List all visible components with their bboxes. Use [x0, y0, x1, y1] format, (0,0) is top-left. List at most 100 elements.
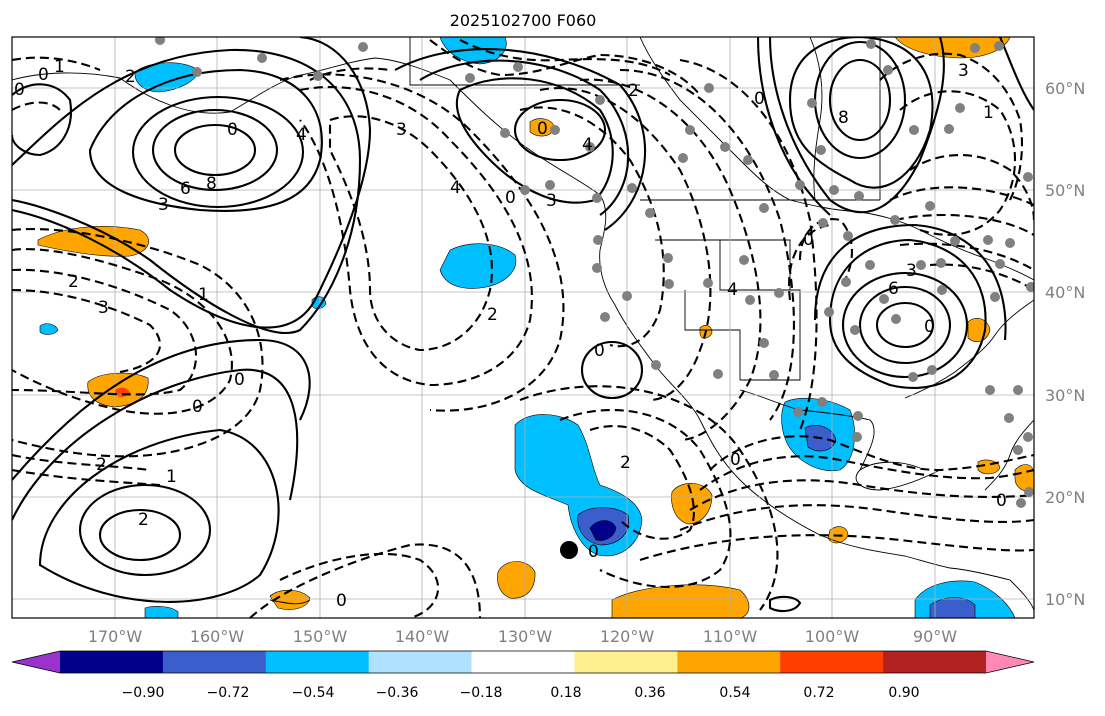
contour-label: 0 — [803, 230, 814, 250]
plot-area: 0 1 2 0 8 6 3 4 2 3 1 0 0 2 1 2 3 4 0 3 … — [12, 37, 1034, 618]
colorbar-segment — [677, 651, 781, 673]
contour-label: 0 — [14, 80, 25, 100]
contour-label: 3 — [158, 195, 169, 215]
contour-label: 1 — [166, 467, 177, 487]
contours-negative — [12, 39, 1034, 618]
shading-layer — [37, 37, 1034, 618]
colorbar-tick-label: −0.18 — [460, 685, 503, 701]
colorbar-tick-label: 0.54 — [719, 685, 750, 701]
shade-neg-5 — [439, 37, 507, 65]
colorbar-tick-label: −0.36 — [376, 685, 419, 701]
contour-label: 6 — [888, 279, 899, 299]
contour-label: 0 — [234, 370, 245, 390]
plot-frame — [11, 36, 1035, 619]
station-markers — [155, 37, 1034, 508]
shade-pos-4 — [497, 561, 536, 599]
shade-neg-11 — [144, 606, 179, 618]
contour-label: 2 — [68, 272, 79, 292]
lat-label: 50°N — [1045, 181, 1085, 200]
contour-label: 6 — [180, 179, 191, 199]
coastlines — [12, 37, 1034, 611]
colorbar-tick-label: 0.90 — [888, 685, 919, 701]
contour-label: 8 — [838, 108, 849, 128]
colorbar-tick-label: 0.18 — [550, 685, 581, 701]
colorbar-extend-high — [986, 651, 1034, 673]
contour-label: 4 — [727, 280, 738, 300]
lat-label: 60°N — [1045, 79, 1085, 98]
lon-label: 150°W — [293, 627, 348, 646]
contour-label: 3 — [958, 61, 969, 81]
colorbar-segment — [265, 651, 370, 673]
contour-label: 2 — [628, 81, 639, 101]
colorbar-extend-low — [12, 651, 60, 673]
colorbar-tick-label: −0.90 — [122, 685, 165, 701]
colorbar-segment — [780, 651, 884, 673]
lon-label: 110°W — [703, 627, 758, 646]
contour-label: 0 — [588, 542, 599, 562]
shade-neg-6 — [134, 62, 199, 93]
contour-label: 4 — [296, 125, 307, 145]
contour-label: 0 — [505, 188, 516, 208]
contour-label: 0 — [336, 591, 347, 611]
contour-label: 1 — [983, 103, 994, 123]
storm-center-marker — [560, 541, 578, 559]
contour-label: 8 — [206, 174, 217, 194]
lat-label: 20°N — [1045, 488, 1085, 507]
shade-neg-3 — [589, 520, 617, 541]
contour-label: 0 — [38, 65, 49, 85]
colorbar-segment — [883, 651, 987, 673]
colorbar-tick-label: 0.72 — [803, 685, 834, 701]
contour-label: 2 — [620, 453, 631, 473]
shade-pos-7 — [894, 37, 1011, 59]
colorbar-segment — [471, 651, 575, 673]
contour-label: 2 — [96, 455, 107, 475]
contour-label: 0 — [730, 450, 741, 470]
lat-label: 30°N — [1045, 386, 1085, 405]
map-title: 2025102700 F060 — [450, 11, 597, 30]
colorbar-segment — [60, 651, 164, 673]
lat-label: 10°N — [1045, 590, 1085, 609]
contour-label: 0 — [537, 119, 548, 139]
contour-label: 0 — [192, 397, 203, 417]
contour-label: 1 — [54, 57, 65, 77]
shade-pos-6 — [269, 589, 311, 610]
lat-label: 40°N — [1045, 283, 1085, 302]
lon-label: 140°W — [395, 627, 450, 646]
lon-label: 170°W — [88, 627, 143, 646]
contour-label: 3 — [906, 261, 917, 281]
contour-label: 0 — [594, 341, 605, 361]
colorbar-segment — [368, 651, 473, 673]
longitude-labels: 170°W 160°W 150°W 140°W 130°W 120°W 110°… — [88, 627, 957, 646]
contour-label: 0 — [996, 491, 1007, 511]
lon-label: 100°W — [805, 627, 860, 646]
colorbar-segment — [574, 651, 678, 673]
colorbar-ticks: −0.90 −0.72 −0.54 −0.36 −0.18 0.18 0.36 … — [122, 685, 920, 701]
lon-label: 130°W — [498, 627, 553, 646]
contour-label: 3 — [98, 298, 109, 318]
contour-label: 4 — [582, 135, 593, 155]
colorbar — [11, 650, 1035, 674]
contour-label: 0 — [754, 89, 765, 109]
colorbar-tick-label: 0.36 — [634, 685, 665, 701]
contour-label: 2 — [125, 67, 136, 87]
contour-label: 2 — [138, 510, 149, 530]
colorbar-tick-label: −0.72 — [207, 685, 250, 701]
shade-pos-5 — [671, 483, 713, 525]
colorbar-outline — [11, 650, 1035, 674]
contour-labels: 0 1 2 0 8 6 3 4 2 3 1 0 0 2 1 2 3 4 0 3 … — [14, 57, 1007, 611]
contour-label: 3 — [546, 191, 557, 211]
shade-neg-12 — [39, 323, 59, 335]
contour-label: 0 — [227, 120, 238, 140]
contour-label: 1 — [198, 285, 209, 305]
contour-label: 2 — [487, 305, 498, 325]
contours-positive — [12, 37, 1034, 613]
lon-label: 160°W — [190, 627, 245, 646]
lon-label: 120°W — [600, 627, 655, 646]
contour-label: 3 — [396, 120, 407, 140]
colorbar-segment — [162, 651, 267, 673]
contour-label: 4 — [450, 178, 461, 198]
contour-label: 0 — [924, 317, 935, 337]
shade-neg-4 — [439, 243, 517, 289]
colorbar-tick-label: −0.54 — [292, 685, 335, 701]
